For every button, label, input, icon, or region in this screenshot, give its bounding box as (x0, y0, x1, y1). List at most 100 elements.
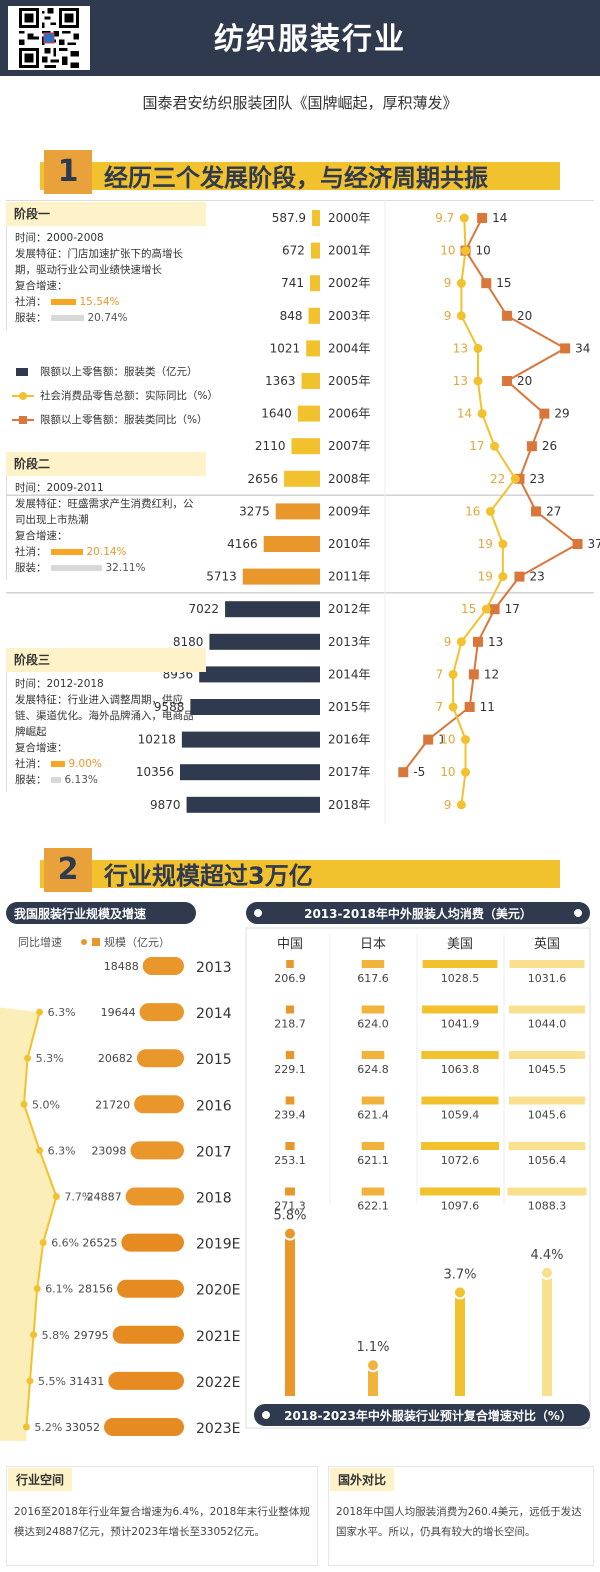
growth-point (39, 1239, 47, 1247)
apparel-yoy-label: 14 (492, 211, 507, 225)
retail-bar (225, 601, 320, 618)
scale-legend-swatch (92, 938, 100, 946)
year-tick-label: 2016年 (328, 733, 371, 747)
foreign-compare-title: 国外对比 (330, 1468, 395, 1491)
section1-title: 经历三个发展阶段，与经济周期共振 (104, 164, 488, 192)
scale-bar-label: 33052 (65, 1421, 100, 1434)
cagr-stem (542, 1272, 552, 1396)
percap-value-label: 1072.6 (441, 1154, 480, 1167)
retail-yoy-point (498, 572, 508, 582)
apparel-yoy-point (472, 636, 483, 647)
percap-bar (285, 1096, 295, 1105)
year-tick-label: 2012年 (328, 602, 371, 616)
retail-bar-label: 4166 (227, 537, 258, 551)
stage-rate-swatch (50, 761, 65, 767)
cagr-title: 2018-2023年中外服装行业预计复合增速对比（%） (284, 1408, 572, 1423)
growth-label: 6.6% (51, 1237, 79, 1250)
growth-point (36, 1146, 44, 1154)
growth-point (33, 1285, 41, 1293)
percap-bar (361, 1187, 385, 1196)
percap-bar (421, 1096, 499, 1105)
retail-yoy-point (485, 506, 495, 516)
percap-bar (509, 960, 585, 968)
apparel-yoy-label: 12 (484, 667, 499, 681)
scale-bar (104, 1418, 184, 1436)
retail-bar-label: 741 (281, 276, 304, 290)
percap-value-label: 1041.9 (441, 1018, 480, 1031)
year-tick-label: 2018年 (328, 798, 371, 812)
year-tick-label: 2000年 (328, 211, 371, 225)
stage-rate-label: 服装： (15, 562, 47, 574)
retail-yoy-label: 7 (435, 667, 443, 681)
year-tick-label: 2008年 (328, 472, 371, 486)
foreign-compare-box (328, 1466, 594, 1566)
cagr-label: 1.1% (356, 1340, 389, 1355)
year-tick-label: 2004年 (328, 341, 371, 355)
cagr-head (540, 1265, 554, 1280)
percap-value-label: 1088.3 (528, 1200, 567, 1213)
percap-value-label: 1031.6 (528, 972, 567, 985)
retail-yoy-point (498, 539, 508, 549)
growth-point (24, 1054, 32, 1062)
scale-bar-label: 23098 (91, 1144, 126, 1157)
apparel-yoy-label: 23 (529, 570, 544, 584)
scale-year-label: 2014 (196, 1006, 232, 1022)
percap-value-label: 271.3 (274, 1200, 306, 1213)
retail-yoy-point (456, 637, 466, 647)
year-tick-label: 2001年 (328, 244, 371, 258)
stage-box-1: 阶段一 时间：2000-2008 发展特征：门店加速扩张下的高增长期，驱动行业公司业… (6, 202, 206, 330)
percap-bar (285, 1142, 295, 1150)
legend-item-bars: 限额以上零售额：服装类（亿元） (12, 360, 242, 384)
retail-yoy-label: 10 (440, 765, 455, 779)
retail-bar-label: 1363 (265, 374, 296, 388)
scale-bar (130, 1141, 184, 1160)
growth-line (22, 1011, 58, 1428)
scale-bar-label: 21720 (95, 1098, 130, 1111)
cagr-label: 4.4% (530, 1248, 563, 1263)
percap-value-label: 218.7 (274, 1018, 306, 1031)
growth-label: 5.5% (38, 1375, 66, 1388)
legend-item-retail-line: 社会消费品零售总额：实际同比（%） (12, 384, 242, 408)
retail-yoy-point (473, 376, 483, 386)
stage-rate-row: 服装： 20.74% (15, 310, 198, 326)
scale-bar (134, 1095, 184, 1114)
scale-year-label: 2015 (196, 1052, 232, 1068)
retail-bar (186, 796, 320, 813)
stage-body: 时间：2012-2018 发展特征：行业进入调整周期，供应链、渠道优化。海外品牌涌… (6, 672, 206, 792)
retail-yoy-label: 9 (444, 309, 452, 323)
scale-bar-label: 18488 (104, 960, 139, 973)
percap-bar (285, 1051, 295, 1059)
stage-rate-swatch (50, 549, 83, 555)
retail-yoy-point (459, 213, 469, 223)
apparel-yoy-point (464, 702, 475, 712)
year-tick-label: 2010年 (328, 537, 371, 551)
cagr-stem (285, 1233, 295, 1396)
apparel-yoy-label: 20 (517, 309, 532, 323)
stage-rate-value: 9.00% (68, 758, 102, 770)
stage-feature: 发展特征：旺盛需求产生消费红利，公司出现上市热潮 (15, 498, 194, 526)
retail-bar (291, 438, 320, 455)
retail-yoy-label: 13 (453, 374, 468, 388)
retail-bar-label: 1640 (261, 407, 292, 421)
growth-label: 6.3% (48, 1144, 76, 1157)
stage-rate-swatch (50, 315, 84, 321)
scale-bar-label: 19644 (101, 1006, 136, 1019)
year-tick-label: 2011年 (328, 570, 371, 584)
apparel-yoy-point (468, 669, 479, 680)
header-band: 纺织服装行业 (0, 0, 600, 76)
growth-label: 6.1% (45, 1283, 73, 1296)
percap-bar (361, 1096, 385, 1105)
apparel-yoy-point (481, 278, 492, 289)
year-tick-label: 2013年 (328, 635, 371, 649)
apparel-yoy-point (423, 734, 434, 745)
retail-bar (199, 666, 320, 683)
retail-bar (306, 340, 320, 357)
retail-yoy-label: 7 (435, 700, 443, 714)
scale-year-label: 2018 (196, 1191, 232, 1207)
retail-bar-label: 1021 (270, 341, 301, 355)
retail-yoy-line (452, 217, 517, 805)
growth-label: 5.0% (32, 1098, 60, 1111)
year-tick-label: 2014年 (328, 667, 371, 681)
retail-yoy-point (461, 735, 471, 745)
